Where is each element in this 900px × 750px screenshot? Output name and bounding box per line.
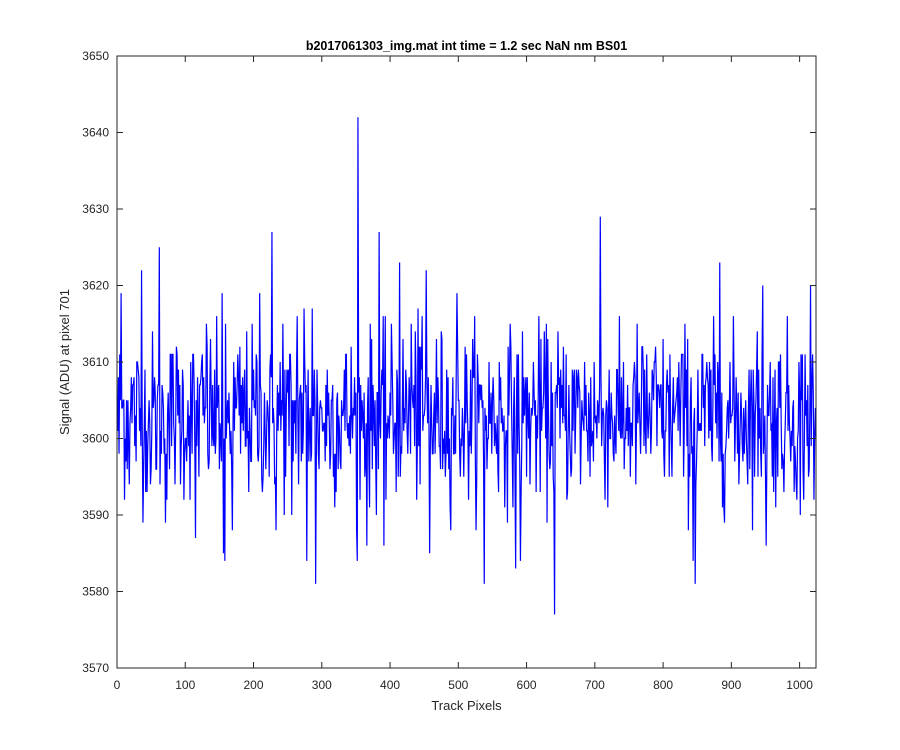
y-tick-label: 3610 — [82, 355, 109, 369]
series-layer — [117, 117, 817, 615]
x-tick-label: 200 — [244, 678, 264, 692]
series-line — [117, 117, 817, 615]
x-tick-label: 700 — [585, 678, 605, 692]
y-tick-label: 3620 — [82, 279, 109, 293]
chart-title: b2017061303_img.mat int time = 1.2 sec N… — [306, 39, 627, 53]
x-tick-label: 500 — [448, 678, 468, 692]
x-tick-label: 600 — [517, 678, 537, 692]
x-tick-label: 300 — [312, 678, 332, 692]
y-tick-label: 3600 — [82, 432, 109, 446]
y-tick-label: 3630 — [82, 202, 109, 216]
x-tick-label: 0 — [114, 678, 121, 692]
y-axis-label: Signal (ADU) at pixel 701 — [57, 289, 72, 435]
y-tick-label: 3570 — [82, 661, 109, 675]
x-tick-label: 900 — [721, 678, 741, 692]
x-tick-label: 1000 — [786, 678, 813, 692]
x-tick-label: 100 — [175, 678, 195, 692]
x-axis-ticks: 0 100 200 300 400 500 600 700 800 900 1000 — [114, 56, 813, 692]
x-tick-label: 800 — [653, 678, 673, 692]
y-axis-ticks: 3570 3580 3590 3600 3610 3620 3630 3640 3650 — [82, 49, 816, 675]
y-tick-label: 3640 — [82, 126, 109, 140]
y-tick-label: 3580 — [82, 585, 109, 599]
y-tick-label: 3590 — [82, 508, 109, 522]
y-tick-label: 3650 — [82, 49, 109, 63]
x-axis-label: Track Pixels — [431, 698, 502, 713]
x-tick-label: 400 — [380, 678, 400, 692]
